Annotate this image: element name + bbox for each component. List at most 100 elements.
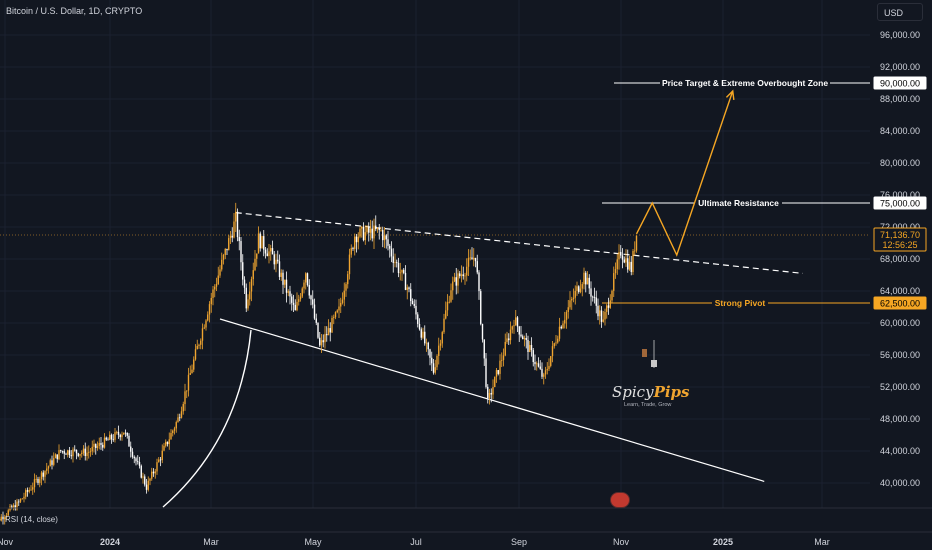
- time-axis[interactable]: Nov 2024 Mar May Jul Sep Nov 2025 Mar: [0, 537, 830, 547]
- price-axis-label: 92,000.00: [880, 62, 920, 72]
- candle-body: [460, 274, 463, 277]
- price-axis-label: 68,000.00: [880, 254, 920, 264]
- price-tag[interactable]: [873, 296, 927, 310]
- candle-body: [625, 258, 627, 263]
- candle-body: [175, 422, 177, 429]
- candle-body: [476, 261, 478, 273]
- candle-body: [602, 319, 604, 322]
- candle-body: [467, 257, 470, 267]
- candle-body: [98, 443, 100, 446]
- candle-body: [369, 228, 372, 233]
- candle-body: [110, 434, 113, 440]
- candle-body: [420, 329, 422, 338]
- candle-body: [137, 461, 139, 463]
- candle-body: [65, 453, 67, 455]
- current-price-tag[interactable]: [873, 227, 927, 252]
- candle-body: [551, 346, 554, 357]
- candle-body: [154, 471, 156, 474]
- candle-body: [522, 336, 524, 340]
- candle-body: [508, 338, 510, 341]
- candle-body: [285, 279, 288, 293]
- candle-body: [298, 299, 300, 302]
- candle-body: [287, 291, 289, 293]
- candle-body: [37, 478, 39, 483]
- candle-body: [103, 437, 106, 448]
- time-axis-label: Nov: [613, 537, 630, 547]
- price-tag[interactable]: [873, 196, 927, 210]
- candle-body: [186, 390, 188, 392]
- symbol-title[interactable]: Bitcoin / U.S. Dollar, 1D, CRYPTO: [6, 6, 143, 16]
- candle-body: [247, 299, 249, 309]
- projection-arrowhead: [725, 89, 735, 101]
- currency-selector[interactable]: USD: [877, 3, 923, 21]
- candle-body: [618, 251, 620, 260]
- candle-body: [123, 432, 125, 435]
- brand-name-part-a: Spicy: [612, 383, 654, 401]
- candle-body: [557, 338, 559, 343]
- candle-body: [595, 297, 597, 306]
- candle-body: [364, 232, 366, 241]
- candle-body: [390, 248, 393, 257]
- candle-body: [266, 253, 268, 257]
- trendline-descending-support[interactable]: [219, 318, 765, 482]
- candle-body: [501, 359, 503, 361]
- candle-body: [84, 448, 86, 457]
- projection-path[interactable]: [635, 90, 734, 257]
- candle-body: [109, 434, 111, 440]
- candle-body: [562, 323, 564, 329]
- candle-body: [338, 306, 340, 311]
- candle-body: [627, 258, 629, 270]
- candle-body: [497, 370, 499, 374]
- candle-body: [11, 506, 13, 509]
- candle-body: [576, 286, 578, 291]
- candle-body: [21, 498, 23, 500]
- candle-body: [81, 452, 83, 454]
- candle-body: [436, 355, 438, 368]
- price-axis[interactable]: 96,000.00 92,000.00 88,000.00 84,000.00 80,0…: [880, 30, 920, 488]
- candle-body: [75, 449, 78, 454]
- trendline-descending-resistance[interactable]: [235, 212, 803, 274]
- candle-body: [613, 273, 615, 291]
- candle-body: [345, 284, 347, 291]
- curved-support-line[interactable]: [162, 329, 252, 508]
- candle-body: [609, 300, 611, 308]
- candle-body: [77, 453, 79, 456]
- candle-body: [67, 450, 69, 455]
- price-axis-label: 96,000.00: [880, 30, 920, 40]
- candle-body: [222, 254, 225, 260]
- price-axis-label: 72,000.00: [880, 222, 920, 232]
- price-tag[interactable]: [873, 76, 927, 90]
- candle-body: [2, 516, 4, 520]
- candle-body: [310, 295, 312, 300]
- candle-body: [485, 358, 487, 387]
- candle-body: [606, 305, 608, 312]
- candle-body: [291, 296, 293, 303]
- candle-body: [425, 342, 428, 344]
- candle-body: [481, 323, 484, 340]
- candle-body: [315, 318, 317, 323]
- candle-body: [397, 262, 400, 273]
- candle-body: [634, 250, 636, 252]
- candle-body: [550, 356, 552, 366]
- candle-body: [443, 318, 445, 333]
- candle-body: [88, 451, 90, 453]
- candle-body: [35, 478, 37, 480]
- candle-body: [439, 343, 442, 346]
- emoji-icon[interactable]: [610, 492, 630, 508]
- candle-body: [292, 302, 295, 305]
- candle-body: [219, 269, 221, 276]
- candle-body: [487, 386, 489, 398]
- candle-body: [368, 226, 370, 233]
- candle-body: [207, 314, 209, 321]
- candle-body: [506, 338, 508, 342]
- candle-body: [79, 453, 81, 456]
- candle-body: [600, 310, 603, 322]
- candle-body: [26, 490, 29, 492]
- candle-body: [469, 257, 471, 259]
- candle-body: [270, 248, 272, 252]
- rsi-indicator-label[interactable]: RSI (14, close): [5, 515, 58, 524]
- candles: [0, 202, 638, 525]
- candle-body: [453, 277, 456, 282]
- candle-body: [4, 517, 6, 520]
